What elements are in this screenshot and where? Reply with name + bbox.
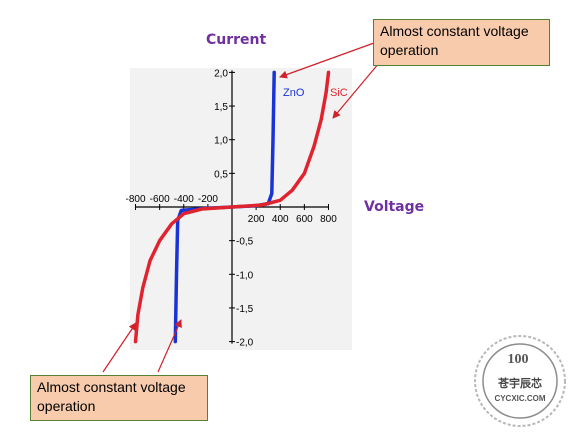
y-tick-label: 2,0: [214, 68, 228, 79]
watermark-percent: 100: [508, 352, 529, 367]
ticks: -800 -600 -400 -200 200 400 600 800 2,0 1,5 1,0 0,5…: [126, 68, 338, 348]
x-tick-label: -400: [174, 194, 194, 205]
bottom-callout: Almost constant voltage operation: [30, 375, 208, 421]
x-tick-label: 200: [248, 214, 265, 225]
watermark-chinese: 苍宇辰芯: [497, 376, 542, 390]
annotation-arrow: [332, 56, 385, 119]
x-tick-label: -200: [198, 194, 218, 205]
annotation-arrow: [279, 42, 375, 79]
x-tick-label: 400: [272, 214, 289, 225]
y-tick-label: 1,5: [214, 102, 228, 113]
y-tick-label: 1,0: [214, 136, 228, 147]
x-tick-label: -800: [126, 194, 146, 205]
y-tick-label: -2,0: [236, 338, 254, 349]
y-tick-label: -0,5: [236, 237, 254, 248]
series-label-sic: SiC: [330, 87, 348, 99]
top-callout: Almost constant voltage operation: [373, 19, 550, 66]
y-axis-title: Current: [206, 32, 267, 48]
x-tick-label: 600: [296, 214, 313, 225]
series-layer: ZnO SiC: [133, 70, 348, 344]
annotation-arrow: [102, 322, 137, 373]
x-axis-title: Voltage: [364, 199, 425, 215]
plot-background: [130, 68, 352, 350]
x-tick-label: -600: [150, 194, 170, 205]
annotation-arrow: [157, 319, 182, 373]
y-tick-label: -1,5: [236, 304, 254, 315]
series-line-sic: [133, 70, 331, 344]
annotation-arrows: [102, 42, 385, 373]
watermark-domain: CYCXIC.COM: [494, 394, 545, 403]
x-tick-label: 800: [320, 214, 337, 225]
watermark-stamp: 100 苍宇辰芯 CYCXIC.COM: [474, 335, 566, 427]
y-tick-label: -1,0: [236, 270, 254, 281]
y-tick-label: 0,5: [214, 169, 228, 180]
series-label-zno: ZnO: [283, 87, 305, 99]
